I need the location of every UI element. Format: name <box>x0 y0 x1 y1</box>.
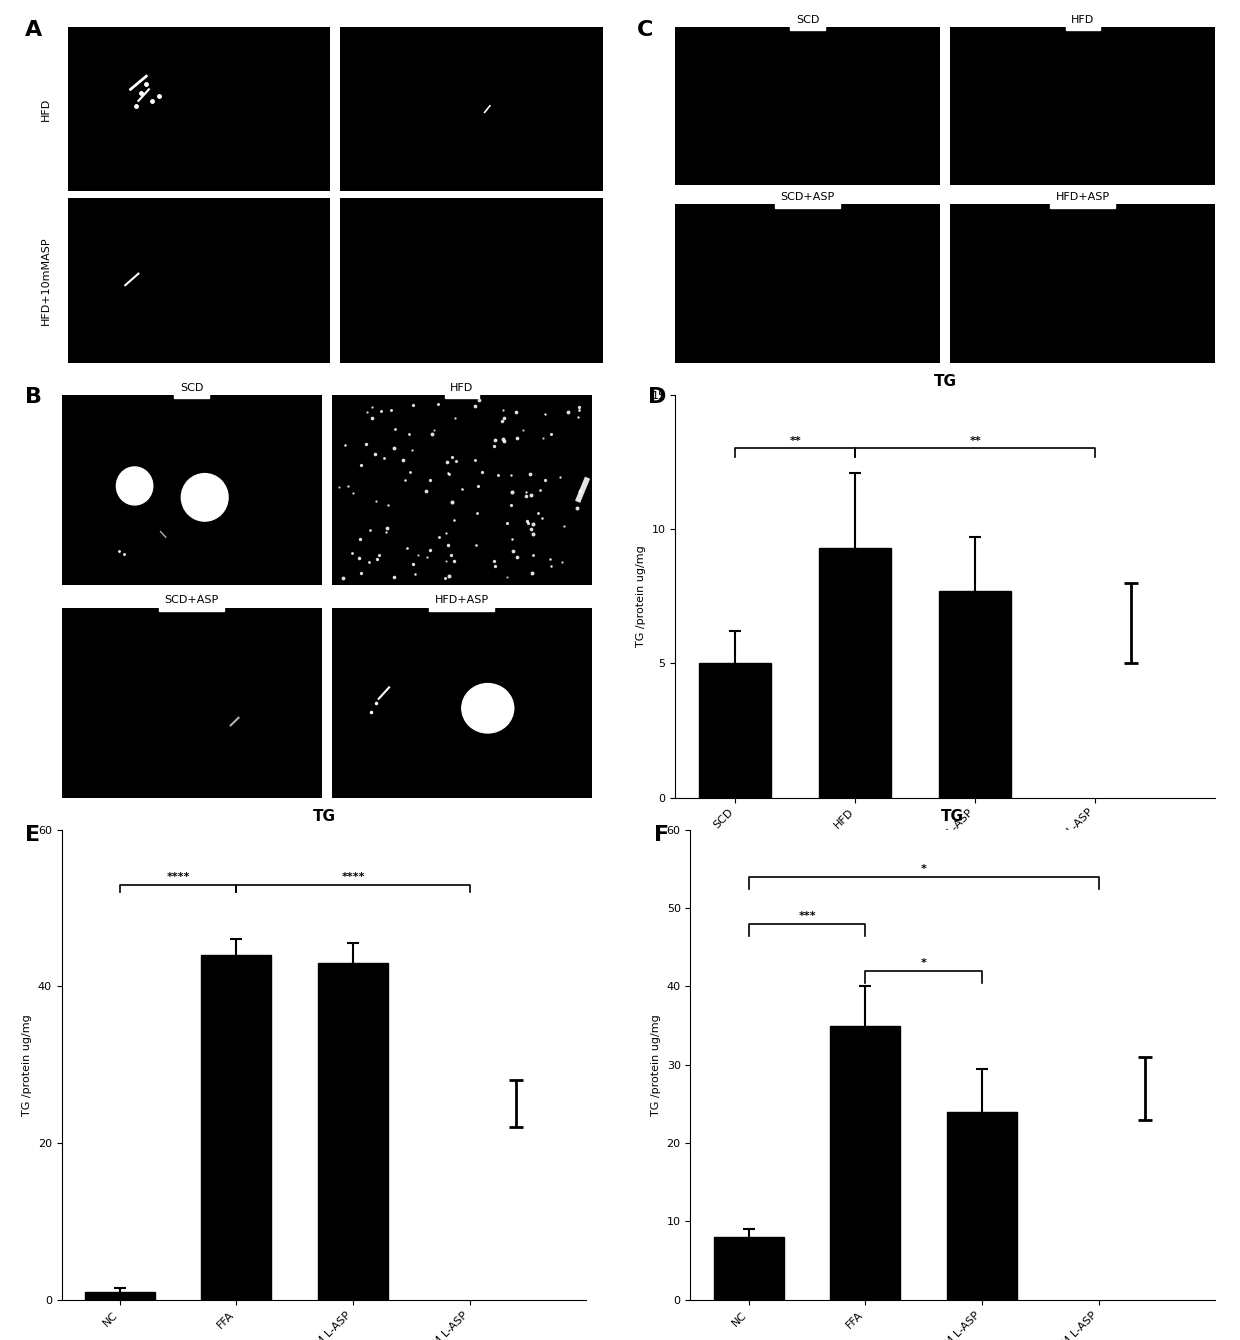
Y-axis label: TG /protein ug/mg: TG /protein ug/mg <box>22 1014 32 1116</box>
Ellipse shape <box>117 466 153 505</box>
Text: E: E <box>25 825 40 846</box>
Ellipse shape <box>181 473 228 521</box>
Bar <box>820 548 892 797</box>
Text: D: D <box>649 387 667 406</box>
Text: *: * <box>921 958 926 969</box>
Bar <box>947 1112 1017 1300</box>
Text: HFD+10mMASP: HFD+10mMASP <box>41 236 51 324</box>
Title: HFD+ASP: HFD+ASP <box>435 595 489 606</box>
Ellipse shape <box>461 683 513 733</box>
Text: B: B <box>25 387 42 406</box>
Title: SCD+ASP: SCD+ASP <box>780 192 835 202</box>
Text: HFD: HFD <box>41 98 51 121</box>
Bar <box>714 1237 784 1300</box>
Bar <box>201 955 272 1300</box>
Text: *: * <box>921 864 926 875</box>
Title: HFD: HFD <box>450 382 474 393</box>
Bar <box>939 591 1012 797</box>
Text: **: ** <box>790 436 801 446</box>
Text: C: C <box>637 20 653 40</box>
Bar <box>319 963 388 1300</box>
Bar <box>84 1292 155 1300</box>
Title: TG: TG <box>312 809 336 824</box>
Text: ***: *** <box>799 911 816 922</box>
Text: ****: **** <box>341 872 365 882</box>
Title: TG: TG <box>934 374 957 390</box>
Text: A: A <box>25 20 42 40</box>
Text: **: ** <box>970 436 981 446</box>
X-axis label: 16 week: 16 week <box>919 894 972 907</box>
Text: ****: **** <box>166 872 190 882</box>
Y-axis label: TG /protein ug/mg: TG /protein ug/mg <box>636 545 646 647</box>
Text: F: F <box>653 825 668 846</box>
Bar <box>831 1025 900 1300</box>
Title: SCD: SCD <box>180 382 203 393</box>
Title: TG: TG <box>941 809 965 824</box>
Y-axis label: TG /protein ug/mg: TG /protein ug/mg <box>651 1014 661 1116</box>
Title: HFD: HFD <box>1071 15 1095 24</box>
Title: SCD+ASP: SCD+ASP <box>165 595 218 606</box>
Title: SCD: SCD <box>796 15 820 24</box>
Bar <box>699 663 771 797</box>
Title: HFD+ASP: HFD+ASP <box>1055 192 1110 202</box>
